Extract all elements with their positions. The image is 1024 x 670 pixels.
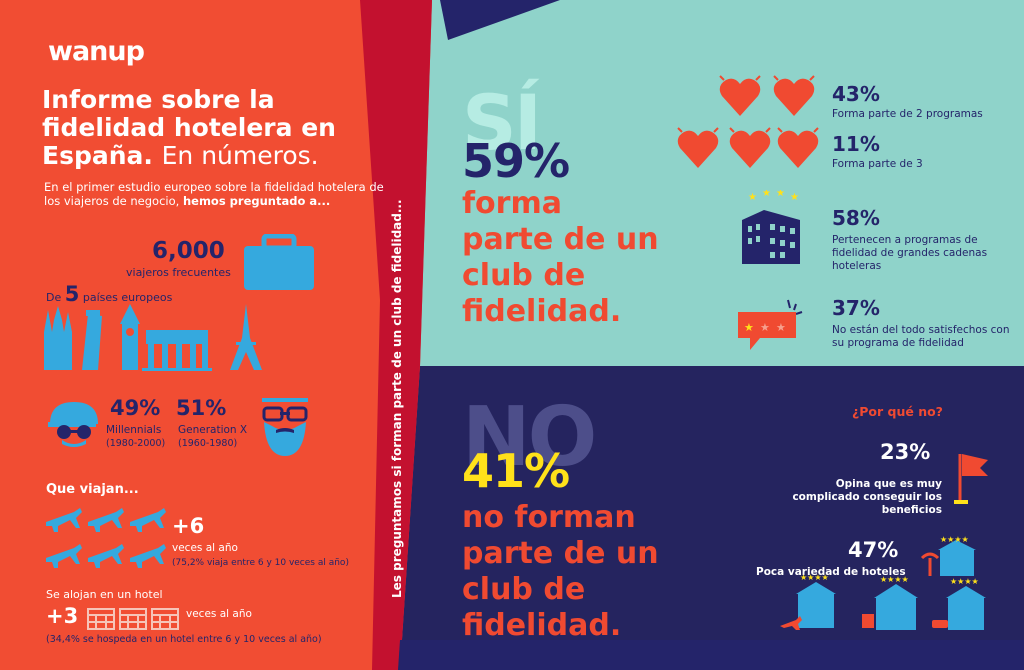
divider-question-text: Les preguntamos si forman parte de un cl… bbox=[390, 199, 404, 598]
svg-text:★: ★ bbox=[760, 321, 770, 334]
genx-label: Generation X bbox=[178, 424, 248, 436]
hotel-building-icon: ★ ★ ★ ★ bbox=[742, 190, 800, 264]
no-percent: 41% bbox=[462, 444, 570, 498]
millennials-label: Millennials bbox=[106, 424, 162, 436]
stat-unsatisfied-value: 37% bbox=[832, 296, 880, 320]
briefcase-icon bbox=[244, 234, 314, 290]
reason-complicated-label: Opina que es muy complicado conseguir lo… bbox=[792, 478, 942, 516]
stat-three-programs-value: 11% bbox=[832, 132, 880, 156]
intro-regular: En el primer estudio europeo sobre la fi… bbox=[44, 180, 384, 208]
travel-heading: Que viajan... bbox=[46, 482, 139, 497]
svg-text:★★★★: ★★★★ bbox=[800, 573, 829, 582]
svg-text:★: ★ bbox=[748, 192, 757, 203]
hotel-heading: Se alojan en un hotel bbox=[46, 588, 163, 601]
millennials-years: (1980-2000) bbox=[106, 438, 166, 449]
reason-variety-value: 47% bbox=[848, 538, 899, 562]
countries-line: De 5 países europeos bbox=[46, 282, 172, 306]
hearts-three-icon bbox=[677, 127, 819, 168]
millennial-avatar-icon bbox=[48, 402, 98, 447]
stat-unsatisfied-label: No están del todo satisfechos con su pro… bbox=[832, 324, 1010, 349]
plane-icon bbox=[88, 508, 124, 532]
hotel-label: veces al año bbox=[186, 608, 252, 620]
genx-avatar-icon bbox=[262, 398, 308, 456]
calendar-icon bbox=[119, 608, 147, 630]
svg-text:★★★★: ★★★★ bbox=[880, 575, 909, 584]
flag-icon bbox=[954, 454, 988, 504]
travelers-count: 6,000 bbox=[152, 238, 225, 264]
travelers-label: viajeros frecuentes bbox=[126, 266, 231, 279]
genx-percent: 51% bbox=[176, 396, 227, 420]
page-title: Informe sobre la fidelidad hotelera en E… bbox=[42, 86, 392, 170]
plane-icon bbox=[88, 544, 124, 568]
heart-icon bbox=[773, 78, 815, 116]
resort-hotel-icon: ★★★★ bbox=[862, 575, 918, 630]
title-light: En números. bbox=[161, 141, 319, 170]
european-landmarks-icon bbox=[44, 304, 262, 371]
airport-hotel-icon: ★★★★ bbox=[780, 573, 836, 630]
countries-label: países europeos bbox=[82, 291, 173, 304]
reason-variety-label: Poca variedad de hoteles bbox=[756, 566, 906, 578]
airplane-icons bbox=[46, 508, 166, 568]
hotel-variety-icons: ★★★★ ★★★★ ★★★★ ★★★★ bbox=[780, 535, 986, 630]
plane-icon bbox=[130, 544, 166, 568]
stat-big-chains-value: 58% bbox=[832, 206, 880, 230]
beach-hotel-icon: ★★★★ bbox=[920, 535, 976, 576]
intro-text: En el primer estudio europeo sobre la fi… bbox=[44, 180, 384, 208]
travel-number: +6 bbox=[172, 514, 205, 538]
stat-three-programs-label: Forma parte de 3 bbox=[832, 158, 923, 170]
plane-icon bbox=[130, 508, 166, 532]
calendar-icons bbox=[87, 608, 179, 630]
reason-complicated-value: 23% bbox=[880, 440, 931, 464]
city-hotel-icon: ★★★★ bbox=[932, 577, 986, 630]
stat-big-chains-label: Pertenecen a programas de fidelidad de g… bbox=[832, 234, 988, 272]
calendar-icon bbox=[151, 608, 179, 630]
svg-text:★★★★: ★★★★ bbox=[950, 577, 979, 586]
countries-count: 5 bbox=[64, 282, 80, 306]
yes-description: forma parte de un club de fidelidad. bbox=[462, 186, 659, 329]
yes-percent: 59% bbox=[462, 134, 570, 188]
why-not-heading: ¿Por qué no? bbox=[852, 404, 943, 419]
hearts-two-icon bbox=[719, 75, 815, 116]
plane-icon bbox=[46, 508, 82, 532]
no-word: NO bbox=[462, 390, 597, 485]
heart-icon bbox=[677, 130, 719, 168]
title-bold: Informe sobre la fidelidad hotelera en E… bbox=[42, 85, 336, 170]
rating-bubble-icon: ★ ★ ★ bbox=[738, 299, 803, 350]
hotel-number: +3 bbox=[46, 604, 79, 628]
travel-note: (75,2% viaja entre 6 y 10 veces al año) bbox=[172, 558, 349, 568]
svg-text:★: ★ bbox=[744, 321, 754, 334]
stat-two-programs-label: Forma parte de 2 programas bbox=[832, 108, 983, 120]
heart-icon bbox=[777, 130, 819, 168]
no-description: no forman parte de un club de fidelidad. bbox=[462, 500, 659, 643]
genx-years: (1960-1980) bbox=[178, 438, 238, 449]
heart-icon bbox=[729, 130, 771, 168]
hotel-note: (34,4% se hospeda en un hotel entre 6 y … bbox=[46, 634, 322, 645]
yes-word: SÍ bbox=[462, 78, 542, 167]
svg-text:★: ★ bbox=[762, 190, 771, 199]
svg-text:★: ★ bbox=[776, 190, 785, 199]
millennials-percent: 49% bbox=[110, 396, 161, 420]
calendar-icon bbox=[87, 608, 115, 630]
countries-prefix: De bbox=[46, 291, 62, 304]
wanup-logo: wanup bbox=[48, 36, 145, 67]
heart-icon bbox=[719, 78, 761, 116]
travel-label: veces al año bbox=[172, 542, 238, 554]
svg-text:★: ★ bbox=[790, 192, 799, 203]
intro-bold: hemos preguntado a... bbox=[182, 194, 331, 208]
svg-text:★: ★ bbox=[776, 321, 786, 334]
svg-text:★★★★: ★★★★ bbox=[940, 535, 969, 544]
plane-icon bbox=[46, 544, 82, 568]
stat-two-programs-value: 43% bbox=[832, 82, 880, 106]
